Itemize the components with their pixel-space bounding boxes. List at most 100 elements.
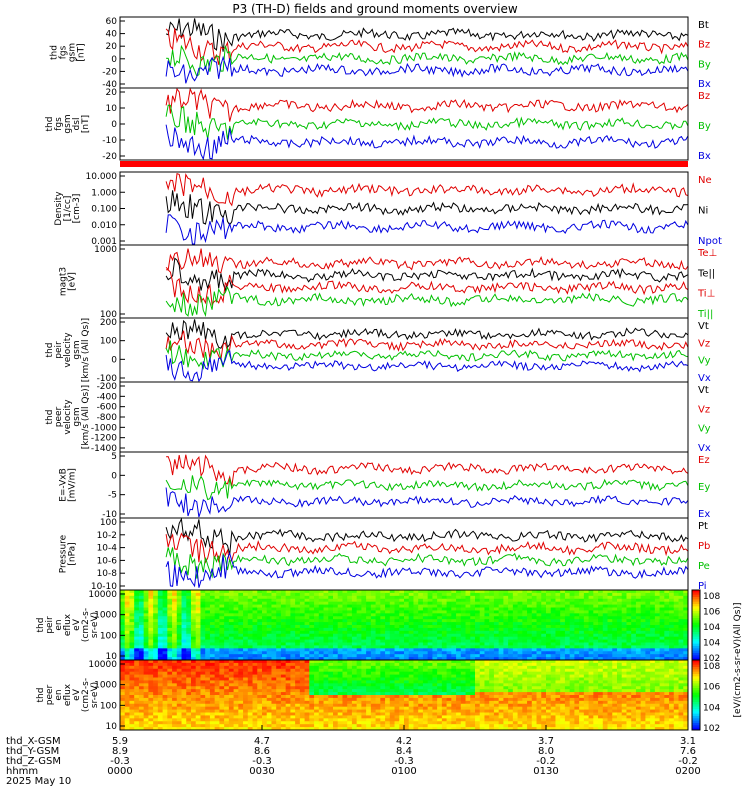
spectrogram-cell [323,645,329,649]
spectrogram-cell [347,680,353,684]
spectrogram-cell [385,595,391,600]
spectrogram-cell [465,642,471,646]
spectrogram-cell [233,604,239,608]
spectrogram-cell [569,651,575,655]
spectrogram-cell [257,604,263,608]
spectrogram-cell [664,592,670,597]
spectrogram-cell [337,610,343,614]
spectrogram-cell [238,654,244,658]
spectrogram-cell [138,680,145,684]
spectrogram-cell [219,689,225,693]
spectrogram-cell [361,619,367,623]
spectrogram-cell [361,689,367,693]
spectrogram-cell [238,706,244,711]
spectrogram-cell [503,590,509,594]
spectrogram-cell [541,619,547,623]
spectrogram-cell [271,610,277,614]
spectrogram-cell [683,613,689,617]
spectrogram-cell [280,718,287,722]
spectrogram-cell [299,642,306,646]
spectrogram-cell [375,651,381,655]
spectrogram-cell [299,683,306,687]
spectrogram-cell [422,636,429,641]
spectrogram-cell [157,727,164,731]
spectrogram-cell [309,683,315,687]
spectrogram-cell [579,607,585,611]
spectrogram-cell [550,619,556,623]
spectrogram-cell [318,709,325,713]
spectrogram-cell [172,616,178,620]
spectrogram-cell [460,715,467,719]
spectrogram-cell [290,642,296,646]
spectrogram-cell [498,630,504,635]
spectrogram-cell [181,639,187,643]
spectrogram-cell [176,627,183,632]
spectrogram-cell [342,625,348,629]
spectrogram-cell [385,709,391,713]
spectrogram-cell [593,642,599,646]
spectrogram-cell [446,610,452,614]
spectrogram-cell [318,610,325,614]
spectrogram-cell [380,677,386,681]
spectrogram-cell [541,592,547,597]
panel-frame [119,381,689,453]
spectrogram-cell [243,648,249,652]
spectrogram-cell [124,590,130,594]
spectrogram-cell [399,697,405,702]
spectrogram-cell [342,668,348,673]
spectrogram-cell [295,630,301,635]
spectrogram-cell [238,601,244,606]
spectrogram-cell [418,598,424,603]
spectrogram-cell [351,648,358,652]
spectrogram-cell [257,601,263,606]
spectrogram-cell [323,712,329,716]
spectrogram-cell [299,695,306,699]
spectrogram-cell [351,686,358,690]
spectrogram-cell [654,616,661,620]
colorbar-segment [692,653,700,656]
spectrogram-cell [621,590,627,594]
spectrogram-cell [233,610,239,614]
spectrogram-cell [233,697,239,702]
spectrogram-cell [422,692,429,696]
spectrogram-cell [456,622,462,626]
spectrogram-cell [654,619,661,623]
spectrogram-cell [607,625,613,629]
spectrogram-cell [143,686,149,690]
spectrogram-cell [617,651,623,655]
spectrogram-cell [176,645,183,649]
spectrogram-cell [635,598,642,603]
spectrogram-cell [304,660,310,664]
spectrogram-cell [134,721,140,725]
spectrogram-cell [408,709,414,713]
spectrogram-cell [280,671,287,676]
spectrogram-cell [209,619,216,623]
spectrogram-cell [527,616,533,620]
spectrogram-cell [356,645,362,649]
spectrogram-cell [262,633,268,638]
spectrogram-cell [422,703,429,708]
spectrogram-cell [157,645,164,649]
spectrogram-cell [262,610,268,614]
spectrogram-cell [299,630,306,635]
spectrogram-cell [120,636,126,641]
spectrogram-cell [347,668,353,673]
spectrogram-cell [351,657,358,661]
spectrogram-cell [678,607,684,611]
spectrogram-cell [280,721,287,725]
spectrogram-cell [394,648,400,652]
legend-entry: Bt [698,20,709,31]
spectrogram-cell [441,695,448,699]
spectrogram-cell [342,674,348,678]
spectrogram-cell [645,648,651,652]
spectrogram-cell [309,657,315,661]
spectrogram-cell [224,683,230,687]
spectrogram-cell [129,692,135,696]
spectrogram-cell [446,601,452,606]
spectrogram-cell [664,625,670,629]
spectrogram-cell [195,651,201,655]
spectrogram-cell [318,625,325,629]
spectrogram-cell [422,700,429,705]
spectrogram-cell [427,668,433,673]
spectrogram-cell [342,677,348,681]
